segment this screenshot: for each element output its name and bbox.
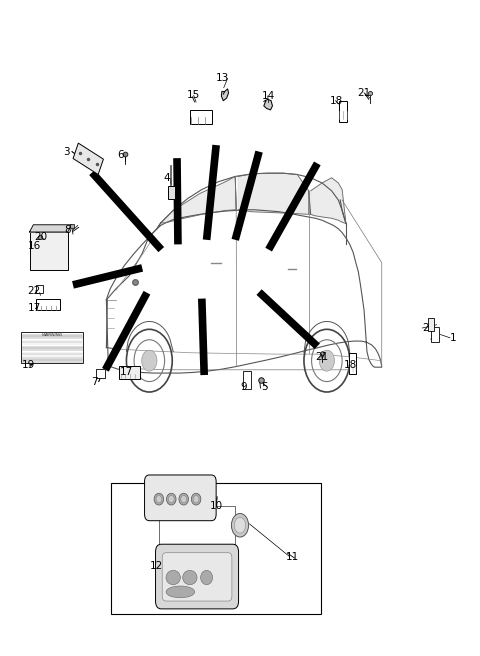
FancyBboxPatch shape <box>144 475 216 521</box>
Bar <box>22 352 83 357</box>
Polygon shape <box>161 176 236 223</box>
Text: 3: 3 <box>63 147 70 157</box>
Polygon shape <box>30 225 72 232</box>
Bar <box>22 346 83 351</box>
Polygon shape <box>311 178 346 224</box>
Text: 12: 12 <box>149 562 163 571</box>
Text: 16: 16 <box>28 241 41 251</box>
Text: 9: 9 <box>240 382 247 392</box>
Circle shape <box>142 350 157 371</box>
Bar <box>22 340 83 345</box>
Bar <box>111 483 321 614</box>
Text: 11: 11 <box>285 552 299 562</box>
Text: 20: 20 <box>34 232 47 241</box>
Text: 21: 21 <box>358 88 371 98</box>
Circle shape <box>231 514 249 537</box>
Polygon shape <box>36 285 43 293</box>
Text: 18: 18 <box>344 360 357 370</box>
Polygon shape <box>243 371 251 390</box>
Circle shape <box>234 518 246 533</box>
Text: 1: 1 <box>450 333 456 343</box>
Text: 7: 7 <box>91 377 98 386</box>
Text: 15: 15 <box>187 91 200 100</box>
Text: 8: 8 <box>64 225 71 235</box>
Text: 18: 18 <box>330 96 343 106</box>
Ellipse shape <box>201 570 213 584</box>
Ellipse shape <box>156 495 162 502</box>
Polygon shape <box>428 318 434 331</box>
Polygon shape <box>168 186 175 199</box>
Ellipse shape <box>168 495 174 502</box>
Text: 17: 17 <box>120 367 133 377</box>
Ellipse shape <box>179 493 189 505</box>
Text: 2: 2 <box>422 323 429 333</box>
Ellipse shape <box>154 493 164 505</box>
Text: 19: 19 <box>22 360 35 370</box>
Text: WARNING: WARNING <box>42 333 63 337</box>
Polygon shape <box>431 327 439 342</box>
Ellipse shape <box>193 495 199 502</box>
Polygon shape <box>238 173 309 215</box>
Text: 4: 4 <box>164 173 170 183</box>
Ellipse shape <box>192 493 201 505</box>
FancyBboxPatch shape <box>156 544 239 609</box>
Polygon shape <box>96 369 105 379</box>
FancyBboxPatch shape <box>162 553 232 601</box>
Text: 6: 6 <box>117 150 123 160</box>
Ellipse shape <box>166 570 180 584</box>
Polygon shape <box>339 100 348 121</box>
Polygon shape <box>190 110 212 124</box>
Polygon shape <box>73 143 103 174</box>
Circle shape <box>319 350 335 371</box>
Polygon shape <box>349 354 357 375</box>
Bar <box>22 334 83 339</box>
Text: 10: 10 <box>210 501 223 510</box>
Bar <box>22 358 83 363</box>
Text: 5: 5 <box>262 382 268 392</box>
Polygon shape <box>119 366 140 379</box>
Ellipse shape <box>167 493 176 505</box>
Polygon shape <box>36 298 60 310</box>
Text: 17: 17 <box>28 304 41 314</box>
Ellipse shape <box>183 570 197 584</box>
Ellipse shape <box>181 495 187 502</box>
Bar <box>22 332 84 363</box>
Bar <box>159 506 235 558</box>
Ellipse shape <box>166 586 195 598</box>
Text: 22: 22 <box>28 286 41 296</box>
Text: 13: 13 <box>216 73 229 83</box>
Polygon shape <box>30 232 68 270</box>
Polygon shape <box>264 99 273 110</box>
Text: 14: 14 <box>262 91 275 101</box>
Text: 21: 21 <box>315 352 329 362</box>
Polygon shape <box>221 89 228 100</box>
